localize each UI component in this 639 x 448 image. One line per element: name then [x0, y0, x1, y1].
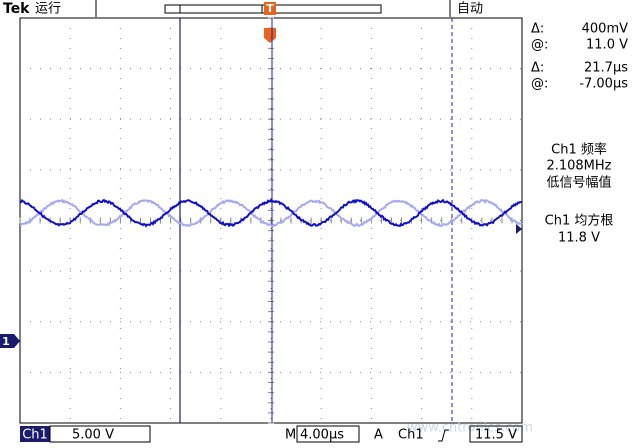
- vertical-scale: 5.00 V: [72, 428, 114, 443]
- readout-value: 400mV: [582, 22, 628, 37]
- trigger-mark: T: [266, 2, 274, 15]
- measurement: 2.108MHz: [546, 159, 611, 174]
- cursor-readout: Δ: 400mV @: 11.0 V Δ: 21.7µs @: -7.00µs: [531, 22, 628, 92]
- channel-box: [20, 426, 50, 442]
- footer-channel: Ch1: [22, 428, 48, 443]
- timebase-box: [296, 425, 360, 443]
- channel-marker: 1: [2, 335, 10, 348]
- trigger-label: A: [374, 428, 383, 443]
- timebase: 4.00µs: [300, 428, 344, 443]
- readout-label: Δ:: [531, 61, 544, 76]
- trigger-source: Ch1: [398, 428, 424, 443]
- trigger-level: 11.5 V: [475, 428, 517, 443]
- trigger-level-box: [469, 425, 523, 443]
- timebase-label: M: [285, 428, 296, 443]
- trigger-slope: [438, 429, 449, 442]
- readout-value: 21.7µs: [584, 61, 628, 76]
- waveform: [19, 198, 523, 228]
- waveform-shadow: [20, 198, 523, 228]
- measurement: Ch1 频率: [551, 142, 607, 158]
- readout-label: Δ:: [531, 22, 544, 37]
- channel-ground-marker: [0, 334, 20, 348]
- trigger-level-marker: [516, 224, 522, 234]
- readout-value: 11.0 V: [586, 38, 628, 53]
- readout-label: @:: [531, 38, 548, 53]
- readout-value: -7.00µs: [579, 77, 628, 92]
- acquire-mode: 自动: [457, 2, 483, 17]
- run-status: 运行: [35, 2, 61, 17]
- measurement: Ch1 均方根: [545, 213, 614, 229]
- readout-label: @:: [531, 77, 548, 92]
- trigger-point-marker: [264, 28, 276, 43]
- scale-box: [49, 425, 151, 443]
- measurement: 11.8 V: [558, 231, 600, 246]
- measurement: 低信号幅值: [546, 175, 611, 191]
- brand: Tek: [3, 1, 30, 17]
- trigger-position-marker: [264, 2, 276, 15]
- graticule: [19, 17, 522, 424]
